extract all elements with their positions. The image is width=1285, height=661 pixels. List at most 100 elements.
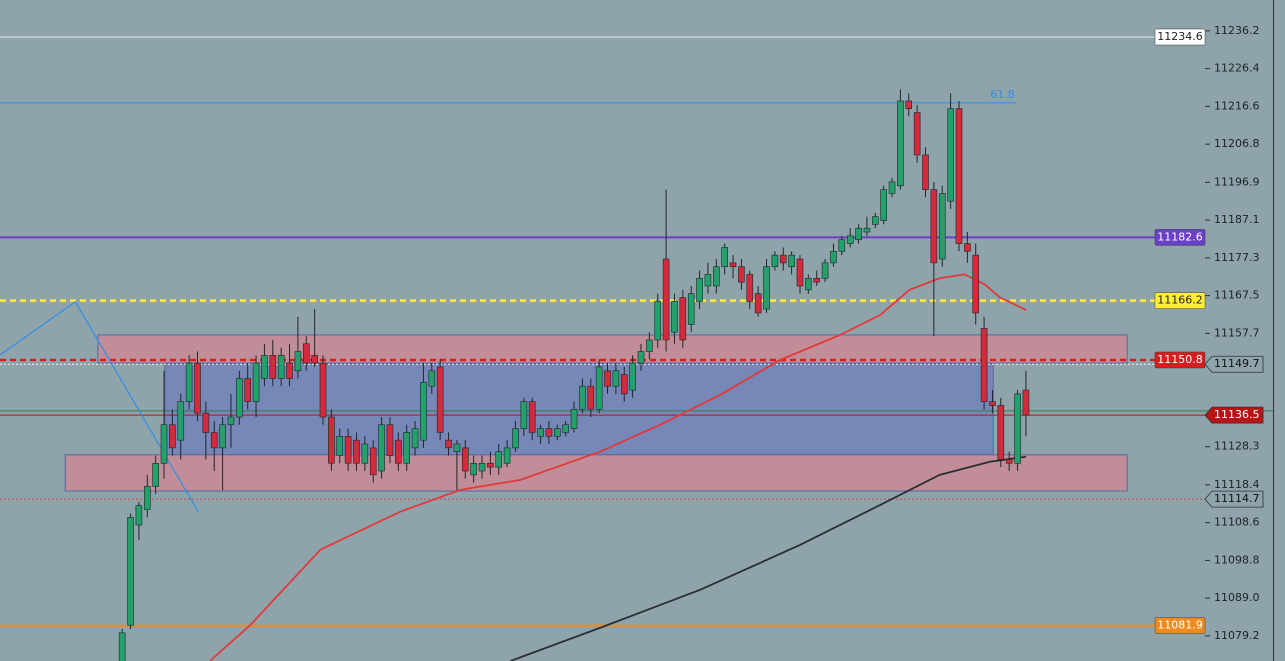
candle-body xyxy=(470,462,477,476)
y-tick-label: 11196.9 xyxy=(1214,175,1260,188)
candle-body xyxy=(696,277,703,302)
candle-body xyxy=(980,328,988,402)
candle-body xyxy=(411,428,419,449)
level-tag xyxy=(1154,292,1206,309)
candle-body xyxy=(227,416,235,426)
candle-body xyxy=(545,428,553,437)
candle-body xyxy=(905,100,913,109)
candle-body xyxy=(989,401,996,406)
candle-body xyxy=(420,382,427,441)
axis-tag xyxy=(1204,355,1264,373)
candle-body xyxy=(319,362,327,418)
candle-body xyxy=(846,235,854,244)
candle-body xyxy=(579,385,586,410)
candle-body xyxy=(938,193,946,260)
candle-body xyxy=(353,439,360,464)
candle-body xyxy=(236,378,243,418)
level-tag xyxy=(1154,28,1206,46)
candle-body xyxy=(679,297,687,341)
candle-body xyxy=(403,432,410,464)
level-tag xyxy=(1154,229,1206,246)
candle-body xyxy=(671,301,678,333)
candle-body xyxy=(830,250,837,264)
candle-body xyxy=(754,293,762,314)
candle-body xyxy=(210,432,218,449)
candle-body xyxy=(570,409,578,429)
candle-body xyxy=(436,366,444,433)
candle-body xyxy=(294,351,302,372)
candle-body xyxy=(177,401,185,441)
y-tick-label: 11177.3 xyxy=(1214,251,1260,264)
candle-body xyxy=(244,378,251,402)
candle-body xyxy=(805,277,812,291)
candle-body xyxy=(520,401,528,429)
fib-label: 61.8 xyxy=(990,88,1015,101)
candle-body xyxy=(261,355,268,379)
y-tick-label: 11079.2 xyxy=(1214,629,1260,642)
y-tick-label: 11098.8 xyxy=(1214,553,1260,566)
candle-body xyxy=(746,274,754,302)
y-tick-label: 11226.4 xyxy=(1214,62,1260,75)
candle-body xyxy=(863,227,871,233)
candle-body xyxy=(729,262,737,268)
candle-body xyxy=(118,632,126,661)
candle-body xyxy=(537,428,544,437)
candle-body xyxy=(947,108,954,202)
candle-body xyxy=(277,355,285,379)
candle-body xyxy=(1022,389,1030,416)
candle-body xyxy=(646,339,653,352)
candle-body xyxy=(595,366,603,410)
candle-body xyxy=(328,416,335,464)
axis-tag xyxy=(1204,490,1264,508)
candle-body xyxy=(913,112,921,156)
candle-body xyxy=(252,362,260,402)
candle-body xyxy=(763,266,770,310)
moving-average xyxy=(510,455,1027,661)
candle-body xyxy=(528,401,536,433)
y-tick-label: 11108.6 xyxy=(1214,516,1260,529)
level-label: 11081.9 xyxy=(1157,619,1203,632)
candle-body xyxy=(930,189,938,264)
candle-body xyxy=(972,254,980,314)
candle-body xyxy=(361,443,369,464)
candle-body xyxy=(704,274,712,287)
candle-body xyxy=(612,370,620,387)
candle-body xyxy=(445,439,452,449)
candle-body xyxy=(311,355,318,364)
candle-body xyxy=(562,424,569,433)
y-tick-label: 11157.7 xyxy=(1214,326,1260,339)
candle-body xyxy=(855,227,862,241)
zone xyxy=(97,334,1128,364)
candle-body xyxy=(687,293,695,325)
y-tick-label: 11206.8 xyxy=(1214,137,1260,150)
candle-body xyxy=(629,362,636,391)
candle-body xyxy=(821,262,829,279)
candle-body xyxy=(269,355,277,379)
candle-body xyxy=(604,370,611,387)
y-tick-label: 11167.5 xyxy=(1214,289,1260,302)
candle-body xyxy=(637,351,645,364)
candle-body xyxy=(219,424,226,449)
axis-tag-label: 11114.7 xyxy=(1214,492,1260,505)
candle-body xyxy=(378,424,385,472)
candle-body xyxy=(336,435,344,456)
candle-body xyxy=(461,447,469,472)
candle-body xyxy=(495,451,503,468)
axis-tag-label: 11136.5 xyxy=(1214,408,1260,421)
candle-body xyxy=(302,343,310,364)
candle-body xyxy=(202,412,210,433)
axis-tag-label: 11149.7 xyxy=(1214,357,1260,370)
trendline xyxy=(0,300,199,513)
candle-body xyxy=(428,370,436,387)
y-tick-label: 11089.0 xyxy=(1214,591,1260,604)
level-tag xyxy=(1154,617,1206,634)
candle-body xyxy=(478,462,486,472)
candle-body xyxy=(286,362,293,379)
candle-body xyxy=(487,462,494,468)
candle-body xyxy=(620,374,628,395)
level-label: 11182.6 xyxy=(1157,230,1203,243)
candle-body xyxy=(871,216,879,225)
